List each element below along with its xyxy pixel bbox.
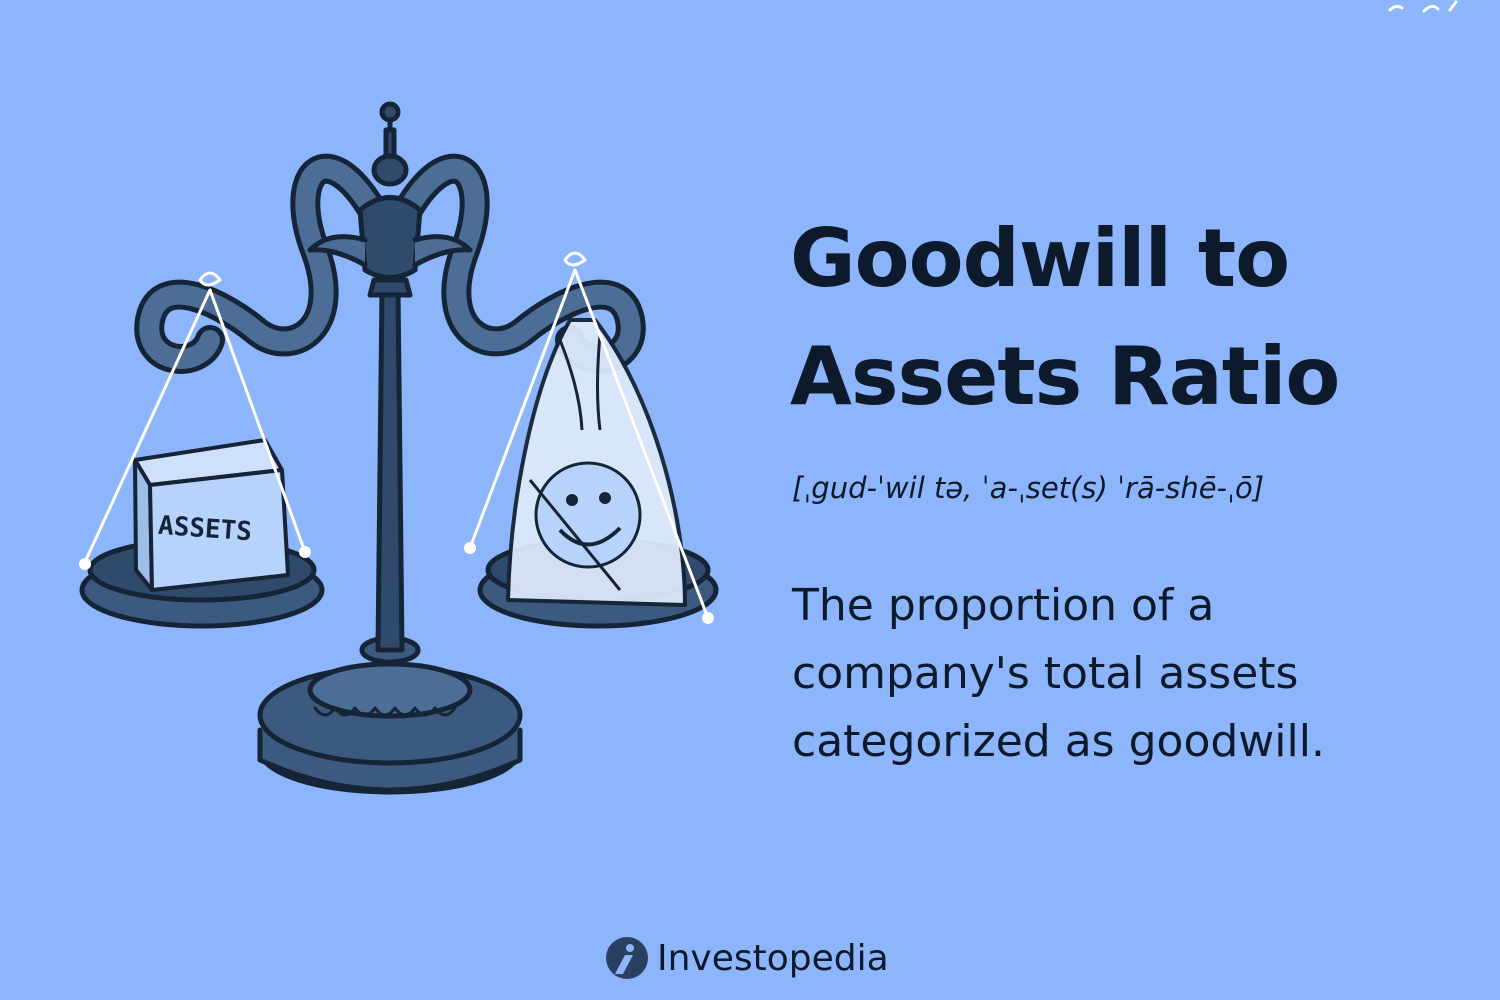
brand-footer: Investopedia (605, 930, 889, 986)
term-title-line-2: Assets Ratio (790, 330, 1340, 423)
investopedia-logo-icon (606, 937, 648, 979)
pronunciation: [ˌgud-ˈwil tə, ˈa-ˌset(s) ˈrā-shē-ˌō] (792, 471, 1265, 505)
scale-strings (79, 251, 714, 624)
brand-name: Investopedia (657, 937, 889, 979)
smiley-bag-icon (506, 318, 687, 607)
definition: The proportion of a company's total asse… (792, 572, 1472, 776)
assets-box-label: ASSETS (157, 511, 253, 547)
term-title-line-1: Goodwill to (790, 212, 1290, 305)
assets-box-icon: ASSETS (133, 438, 290, 592)
corner-scribble-icon (1388, 0, 1458, 13)
balance-scale-illustration: ASSETS (79, 101, 719, 795)
definition-line-3: categorized as goodwill. (792, 716, 1325, 767)
definition-line-2: company's total assets (792, 648, 1299, 699)
definition-line-1: The proportion of a (792, 580, 1215, 631)
term-title: Goodwill to Assets Ratio (790, 200, 1470, 436)
balance-scale-icon (79, 101, 719, 795)
